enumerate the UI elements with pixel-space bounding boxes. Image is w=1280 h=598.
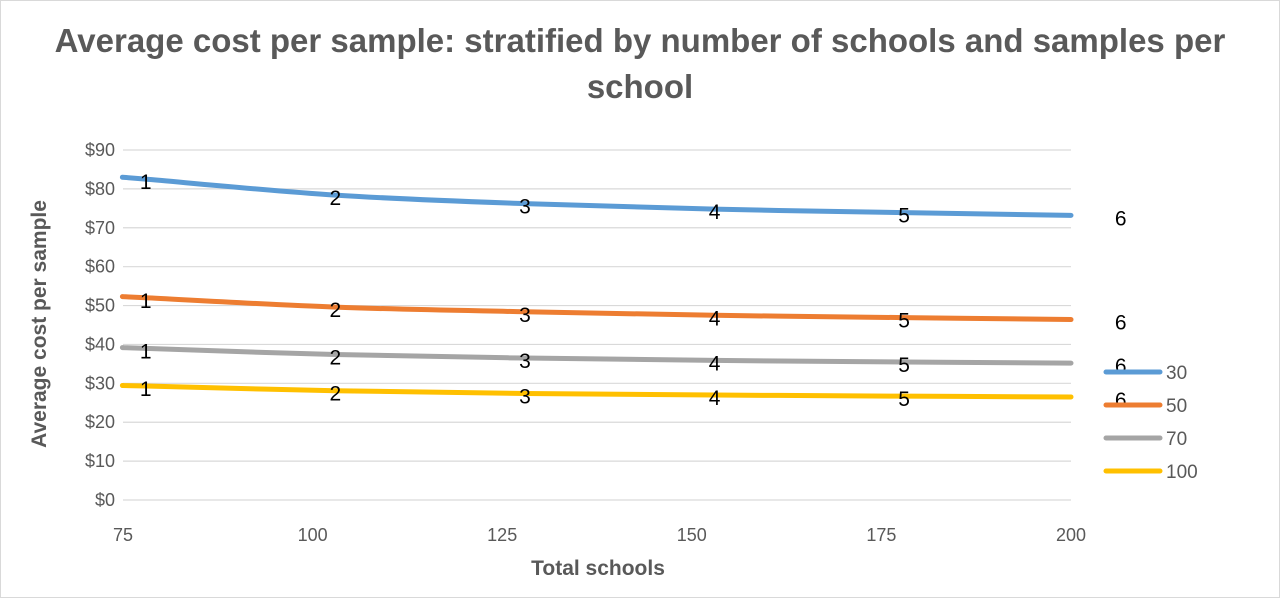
y-tick-label: $90 [85,140,115,160]
legend-label-70: 70 [1166,429,1187,450]
data-label: 3 [519,196,531,219]
data-label: 3 [519,304,531,327]
gridlines [123,149,1071,501]
y-tick-label: $60 [85,257,115,277]
x-tick-label: 75 [113,525,133,545]
data-label: 4 [709,201,721,224]
data-label: 4 [709,352,721,375]
data-label: 6 [1115,207,1127,230]
data-label: 2 [330,347,342,370]
y-tick-label: $0 [95,490,115,510]
y-tick-label: $50 [85,296,115,316]
data-label: 5 [898,205,910,228]
data-label: 6 [1115,312,1127,335]
data-label: 3 [519,350,531,373]
y-tick-label: $30 [85,373,115,393]
data-label: 2 [330,383,342,406]
data-label: 2 [330,299,342,322]
x-tick-label: 100 [298,525,328,545]
data-label: 1 [140,340,152,363]
data-label: 5 [898,354,910,377]
series-line-30 [120,174,1074,218]
data-label: 6 [1115,355,1127,378]
data-label: 1 [140,378,152,401]
y-tick-label: $40 [85,334,115,354]
legend-label-100: 100 [1166,462,1198,483]
data-label: 5 [898,310,910,333]
data-label: 4 [709,307,721,330]
y-tick-label: $20 [85,412,115,432]
legend-label-30: 30 [1166,363,1187,384]
data-label: 2 [330,187,342,210]
series-line-50 [120,294,1074,323]
x-axis-label: Total schools [531,557,665,580]
chart-title: Average cost per sample: stratified by n… [54,22,1226,105]
legend-label-50: 50 [1166,396,1187,417]
series-lines [120,174,1074,400]
y-tick-label: $70 [85,218,115,238]
y-tick-label: $10 [85,451,115,471]
legend: 30 50 70 100 [1103,363,1198,483]
x-axis-ticks: 75 100 125 150 175 200 [113,525,1086,545]
x-tick-label: 125 [487,525,517,545]
series-line-100 [120,382,1074,400]
y-tick-label: $80 [85,179,115,199]
data-label: 1 [140,290,152,313]
x-tick-label: 200 [1056,525,1086,545]
x-tick-label: 150 [677,525,707,545]
data-labels: 1 2 3 4 5 6 1 2 3 4 5 6 1 2 3 4 5 6 1 2 3 4 5 6 [140,171,1127,412]
x-tick-label: 175 [866,525,896,545]
data-label: 1 [140,171,152,194]
data-label: 4 [709,387,721,410]
series-line-70 [120,345,1074,366]
data-label: 5 [898,388,910,411]
data-label: 6 [1115,389,1127,412]
y-axis-ticks: $0 $10 $20 $30 $40 $50 $60 $70 $80 $90 [85,140,115,510]
data-label: 3 [519,385,531,408]
